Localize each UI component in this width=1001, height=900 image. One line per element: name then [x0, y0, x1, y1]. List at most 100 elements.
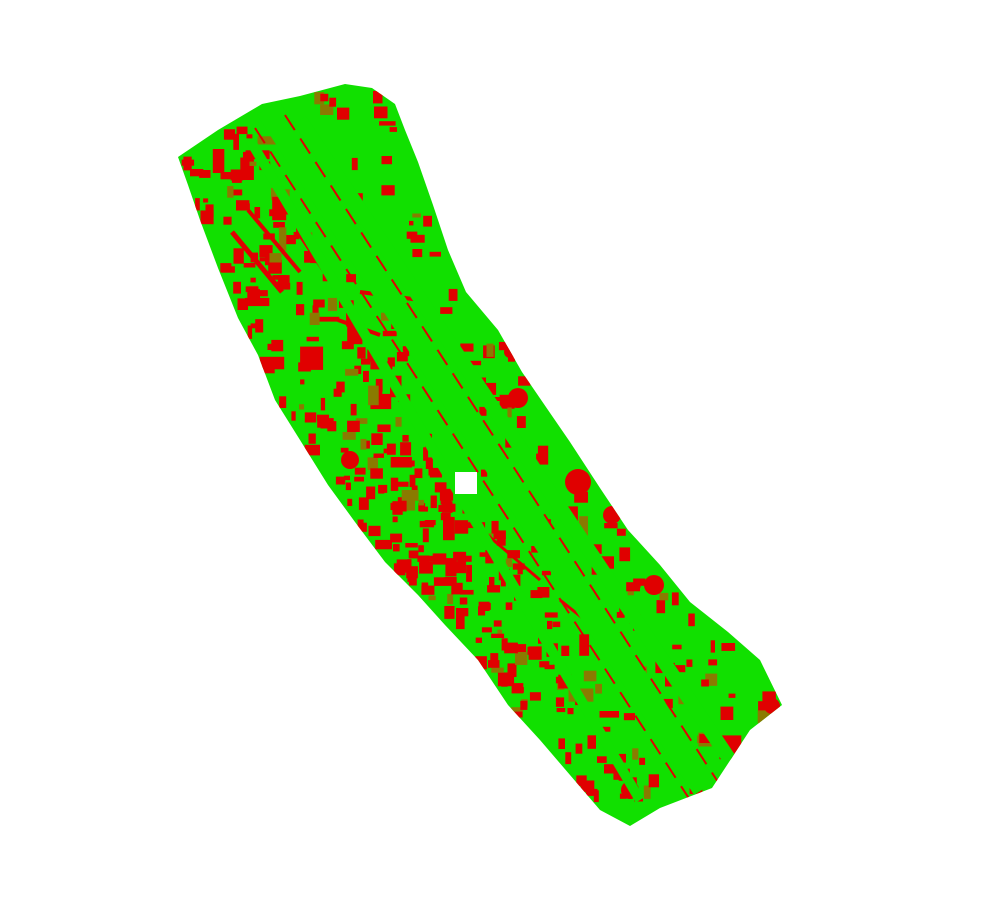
red-patch [440, 497, 452, 505]
red-patch [273, 222, 285, 228]
red-patch [333, 388, 342, 397]
red-patch [619, 793, 627, 799]
red-patch [486, 343, 494, 357]
red-patch [190, 169, 204, 177]
red-patch [705, 673, 718, 686]
red-patch [246, 134, 253, 139]
red-patch [367, 457, 378, 470]
red-patch [721, 643, 736, 651]
red-patch [389, 127, 397, 132]
red-patch [616, 528, 626, 536]
red-patch [336, 381, 345, 393]
red-patch [293, 231, 300, 240]
red-patch [586, 788, 598, 796]
red-patch [343, 475, 350, 481]
red-patch [354, 476, 364, 482]
red-patch [552, 621, 561, 628]
red-patch [479, 406, 487, 416]
red-patch [466, 564, 472, 582]
red-patch [592, 544, 602, 554]
red-patch [460, 589, 474, 595]
red-patch [375, 378, 383, 392]
red-patch [360, 438, 367, 450]
red-patch [236, 126, 248, 135]
red-patch [314, 92, 325, 105]
red-patch [456, 608, 469, 617]
red-patch [412, 249, 423, 258]
red-patch [233, 133, 239, 150]
red-patch [354, 467, 366, 475]
red-patch [268, 259, 282, 274]
green-corridor-band [245, 137, 645, 803]
red-patch [430, 495, 437, 509]
red-patch [267, 343, 281, 350]
red-patch [390, 533, 403, 543]
red-patch [497, 629, 503, 637]
red-patch [237, 298, 248, 310]
red-patch [475, 637, 482, 643]
red-blob [764, 698, 780, 714]
red-patch [632, 748, 639, 760]
red-patch [604, 764, 618, 774]
red-patch [320, 93, 329, 102]
red-patch [404, 500, 416, 511]
red-patch [259, 245, 273, 258]
red-patch [269, 253, 282, 263]
red-patch [496, 536, 506, 546]
red-patch [565, 752, 572, 765]
red-patch [381, 312, 391, 321]
red-patch [392, 501, 403, 515]
red-patch [479, 552, 488, 557]
red-patch [195, 198, 200, 211]
red-patch [216, 149, 224, 160]
red-patch [626, 582, 640, 592]
red-patch [405, 543, 418, 548]
red-patch [243, 263, 256, 268]
red-patch [361, 358, 371, 365]
red-patch [478, 601, 490, 611]
red-patch [433, 577, 455, 586]
red-patch [488, 660, 500, 668]
red-patch [672, 644, 682, 650]
red-patch [350, 403, 357, 416]
red-patch [460, 343, 474, 352]
red-patch [580, 780, 595, 793]
red-patch [233, 248, 244, 264]
red-patch [598, 726, 611, 732]
red-patch [356, 418, 368, 424]
red-patch [418, 503, 426, 512]
red-patch [489, 577, 495, 589]
red-patch [249, 161, 257, 166]
red-patch [401, 490, 419, 501]
green-corridor-band [257, 100, 716, 796]
red-patch [358, 497, 369, 510]
red-patch [402, 458, 408, 468]
red-patch [618, 753, 626, 763]
red-linear-feature [230, 230, 284, 294]
red-patch [396, 481, 409, 487]
red-patch [421, 582, 429, 594]
red-patch [300, 379, 305, 385]
red-patch [429, 251, 441, 257]
red-blob [565, 469, 591, 495]
red-patch [485, 550, 494, 564]
red-blob [603, 506, 621, 524]
red-patch [223, 216, 232, 225]
red-patch [277, 275, 290, 285]
red-patch [363, 370, 369, 382]
red-patch [593, 790, 599, 803]
red-patch [250, 295, 260, 306]
red-patch [327, 297, 337, 312]
red-patch [345, 482, 351, 491]
red-patch [373, 90, 383, 104]
red-patch [304, 250, 318, 263]
red-patch [367, 349, 376, 362]
red-patch [410, 234, 425, 243]
red-patch [511, 574, 521, 586]
red-patch [312, 305, 319, 319]
red-patch [758, 701, 766, 715]
red-patch [366, 486, 376, 500]
red-patch [203, 198, 209, 203]
